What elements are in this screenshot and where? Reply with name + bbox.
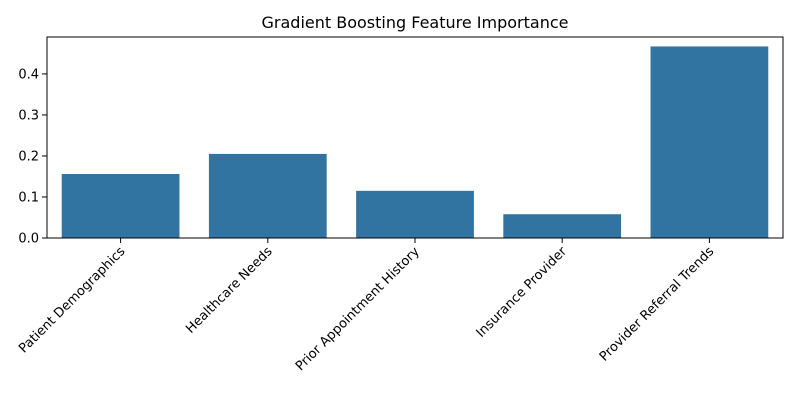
bar-4 <box>650 46 769 238</box>
bar-0 <box>61 174 180 238</box>
x-tick-label-4: Provider Referral Trends <box>597 244 718 365</box>
x-tick-label-1: Healthcare Needs <box>183 244 276 337</box>
bar-1 <box>208 153 327 238</box>
bar-3 <box>503 214 622 238</box>
plot-frame <box>46 36 784 239</box>
x-tick-label-3: Insurance Provider <box>474 244 571 341</box>
y-tick-label-4: 0.4 <box>18 67 39 82</box>
chart-title: Gradient Boosting Feature Importance <box>262 13 569 32</box>
y-tick-label-2: 0.2 <box>18 149 39 164</box>
x-tick-label-2: Prior Appointment History <box>293 244 423 374</box>
y-tick-label-1: 0.1 <box>18 190 39 205</box>
y-tick-label-0: 0.0 <box>18 232 39 247</box>
y-tick-label-3: 0.3 <box>18 108 39 123</box>
y-axis: 0.0 0.1 0.2 0.3 0.4 <box>18 67 47 247</box>
bar-2 <box>356 190 474 238</box>
x-tick-label-0: Patient Demographics <box>16 244 128 356</box>
bars-group <box>61 46 769 238</box>
x-axis: Patient Demographics Healthcare Needs Prio… <box>16 238 717 374</box>
